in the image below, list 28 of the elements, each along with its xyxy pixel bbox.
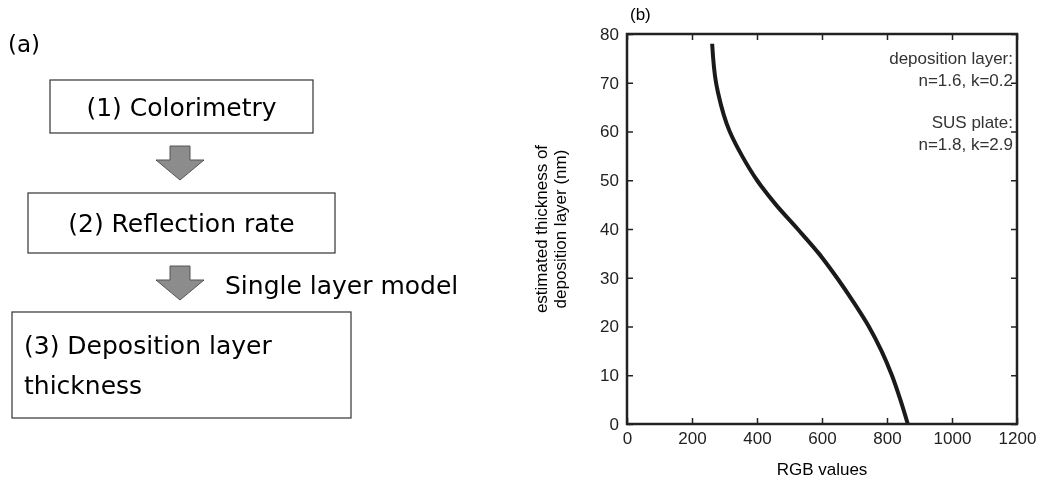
chart-title: (b) (630, 5, 651, 24)
annotation: n=1.8, k=2.9 (918, 135, 1013, 154)
text: (2) Reflection rate (68, 209, 295, 238)
x-tick-label: 600 (808, 429, 837, 449)
x-tick-label: 0 (622, 429, 633, 449)
x-axis-title: RGB values (776, 460, 868, 479)
text: (3) Deposition layer thickness (24, 331, 273, 400)
y-tick-label: 80 (600, 24, 619, 44)
y-tick-label: 50 (600, 171, 619, 191)
y-tick-label: 30 (600, 268, 619, 288)
y-tick-label: 60 (600, 122, 619, 142)
annotation: n=1.6, k=0.2 (918, 71, 1013, 90)
x-tick-label: 1200 (998, 429, 1037, 449)
x-tick-label: 400 (743, 429, 772, 449)
x-tick-label: 800 (873, 429, 902, 449)
y-tick-label: 10 (600, 366, 619, 386)
text: (a) (8, 31, 41, 57)
text: (1) Colorimetry (86, 92, 277, 122)
y-tick-label: 0 (609, 414, 619, 434)
x-tick-label: 1000 (933, 429, 972, 449)
x-tick-label: 200 (678, 429, 707, 449)
annotation: deposition layer: (889, 49, 1013, 68)
y-tick-label: 70 (600, 73, 619, 93)
y-tick-label: 20 (600, 317, 619, 337)
y-tick-label: 40 (600, 219, 619, 239)
annotation: SUS plate: (931, 113, 1013, 132)
y-axis-title: estimated thickness of deposition layer (nm) (532, 144, 570, 314)
text: Single layer model (225, 271, 459, 300)
